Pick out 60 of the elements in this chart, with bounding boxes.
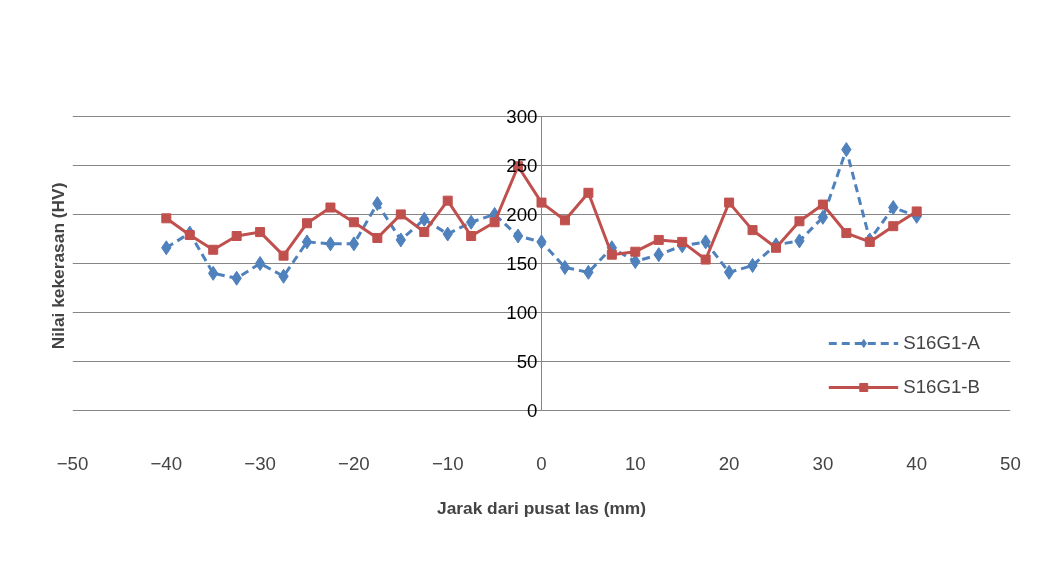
legend-label: S16G1-A <box>903 332 980 354</box>
point <box>677 236 688 247</box>
point <box>583 187 594 198</box>
x-tick-label: 30 <box>812 452 834 474</box>
point <box>653 234 664 245</box>
y-tick-label: 50 <box>516 351 538 373</box>
y-axis-title: Nilai kekerasan (HV) <box>47 182 68 350</box>
point <box>888 221 899 232</box>
point <box>208 244 219 255</box>
y-tick-label: 200 <box>506 203 538 225</box>
point <box>419 227 430 238</box>
y-tick-label: 150 <box>506 253 538 274</box>
point <box>231 231 242 241</box>
point <box>700 254 711 265</box>
point <box>606 249 617 260</box>
x-tick-label: 20 <box>718 452 740 474</box>
point <box>536 197 547 208</box>
x-tick-label: 40 <box>906 452 928 474</box>
x-axis-title: Jarak dari pusat las (mm) <box>437 497 647 518</box>
y-tick-label: 0 <box>527 400 538 422</box>
x-tick-label: −30 <box>244 452 276 474</box>
point <box>841 228 852 239</box>
point <box>348 236 360 252</box>
point <box>630 246 641 257</box>
point <box>559 215 570 226</box>
x-tick-label: −40 <box>150 452 183 474</box>
point <box>184 230 195 241</box>
point <box>348 217 359 228</box>
x-tick-label: 10 <box>624 452 646 474</box>
x-tick-label: 50 <box>1000 452 1021 474</box>
legend-label: S16G1-B <box>903 376 980 398</box>
point <box>723 264 735 280</box>
point <box>301 234 313 250</box>
point <box>771 242 781 253</box>
point <box>161 213 172 224</box>
x-tick-label: −50 <box>56 452 89 474</box>
point <box>255 227 266 238</box>
x-tick-label: −20 <box>338 452 370 474</box>
point <box>465 214 477 230</box>
point <box>278 250 289 261</box>
point <box>466 231 477 241</box>
y-tick-label: 100 <box>506 302 538 324</box>
point <box>442 195 453 206</box>
point <box>559 259 571 275</box>
point <box>794 216 805 227</box>
point <box>724 197 735 208</box>
point <box>254 256 266 271</box>
point <box>395 209 406 220</box>
point <box>817 209 829 225</box>
point <box>372 232 383 243</box>
y-tick-label: 300 <box>506 105 538 127</box>
x-tick-label: −10 <box>431 452 464 474</box>
point <box>489 217 500 228</box>
point <box>864 236 875 247</box>
point <box>302 218 312 229</box>
point <box>911 206 922 217</box>
point <box>512 228 524 244</box>
point <box>325 202 336 213</box>
point <box>747 225 758 236</box>
point <box>817 199 828 210</box>
